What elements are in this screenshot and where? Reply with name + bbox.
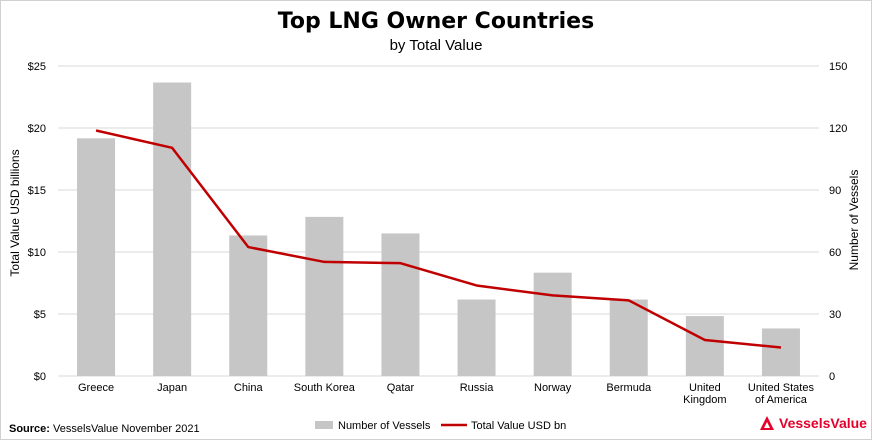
y-right-tick-label: 0 [829, 371, 835, 383]
chart-subtitle: by Total Value [389, 37, 483, 54]
y-right-tick-label: 120 [829, 123, 847, 135]
x-tick-label: Norway [534, 382, 572, 394]
y-right-tick-label: 90 [829, 185, 841, 197]
legend-label-value: Total Value USD bn [471, 420, 566, 432]
bar-vessels [77, 138, 116, 376]
x-tick-label: China [234, 382, 264, 394]
y-right-tick-label: 30 [829, 309, 841, 321]
x-tick-label: Greece [78, 382, 114, 394]
x-tick-label: Qatar [387, 382, 415, 394]
y-left-tick-label: $5 [34, 309, 46, 321]
line-total-value [95, 129, 782, 349]
bar-vessels [457, 299, 496, 376]
y-left-tick-label: $0 [34, 371, 46, 383]
bar-vessels [153, 82, 192, 377]
legend: Number of Vessels Total Value USD bn [315, 420, 566, 432]
legend-swatch-vessels [315, 421, 333, 429]
x-tick-label: United Kingdom [683, 382, 726, 406]
bar-vessels [533, 272, 572, 376]
bar-vessels [305, 216, 344, 376]
y-axis-right-label: Number of Vessels [847, 170, 861, 271]
y-left-tick-label: $25 [28, 61, 46, 73]
x-tick-label: Russia [460, 382, 495, 394]
x-tick-label: United States of America [748, 382, 815, 406]
y-right-tick-label: 150 [829, 61, 847, 73]
y-right-tick-label: 60 [829, 247, 841, 259]
brand-triangle-icon [760, 416, 774, 430]
brand-logo: VesselsValue [759, 415, 867, 431]
source-note: Source: VesselsValue November 2021 [9, 423, 200, 435]
bar-vessels [229, 235, 268, 376]
y-left-tick-label: $15 [28, 185, 46, 197]
chart-title: Top LNG Owner Countries [277, 9, 595, 34]
bar-vessels [685, 316, 724, 376]
y-axis-left-label: Total Value USD billions [8, 149, 22, 276]
y-left-tick-label: $10 [28, 247, 46, 259]
x-tick-label: Japan [157, 382, 187, 394]
bar-vessels [609, 299, 648, 376]
y-left-tick-label: $20 [28, 123, 46, 135]
source-label: Source: [9, 423, 50, 435]
bar-vessels [761, 328, 800, 376]
brand-name: VesselsValue [779, 415, 867, 431]
legend-label-vessels: Number of Vessels [338, 420, 431, 432]
x-tick-label: South Korea [294, 382, 356, 394]
source-text: VesselsValue November 2021 [53, 423, 200, 435]
x-tick-label: Bermuda [606, 382, 652, 394]
bar-vessels [381, 233, 420, 376]
